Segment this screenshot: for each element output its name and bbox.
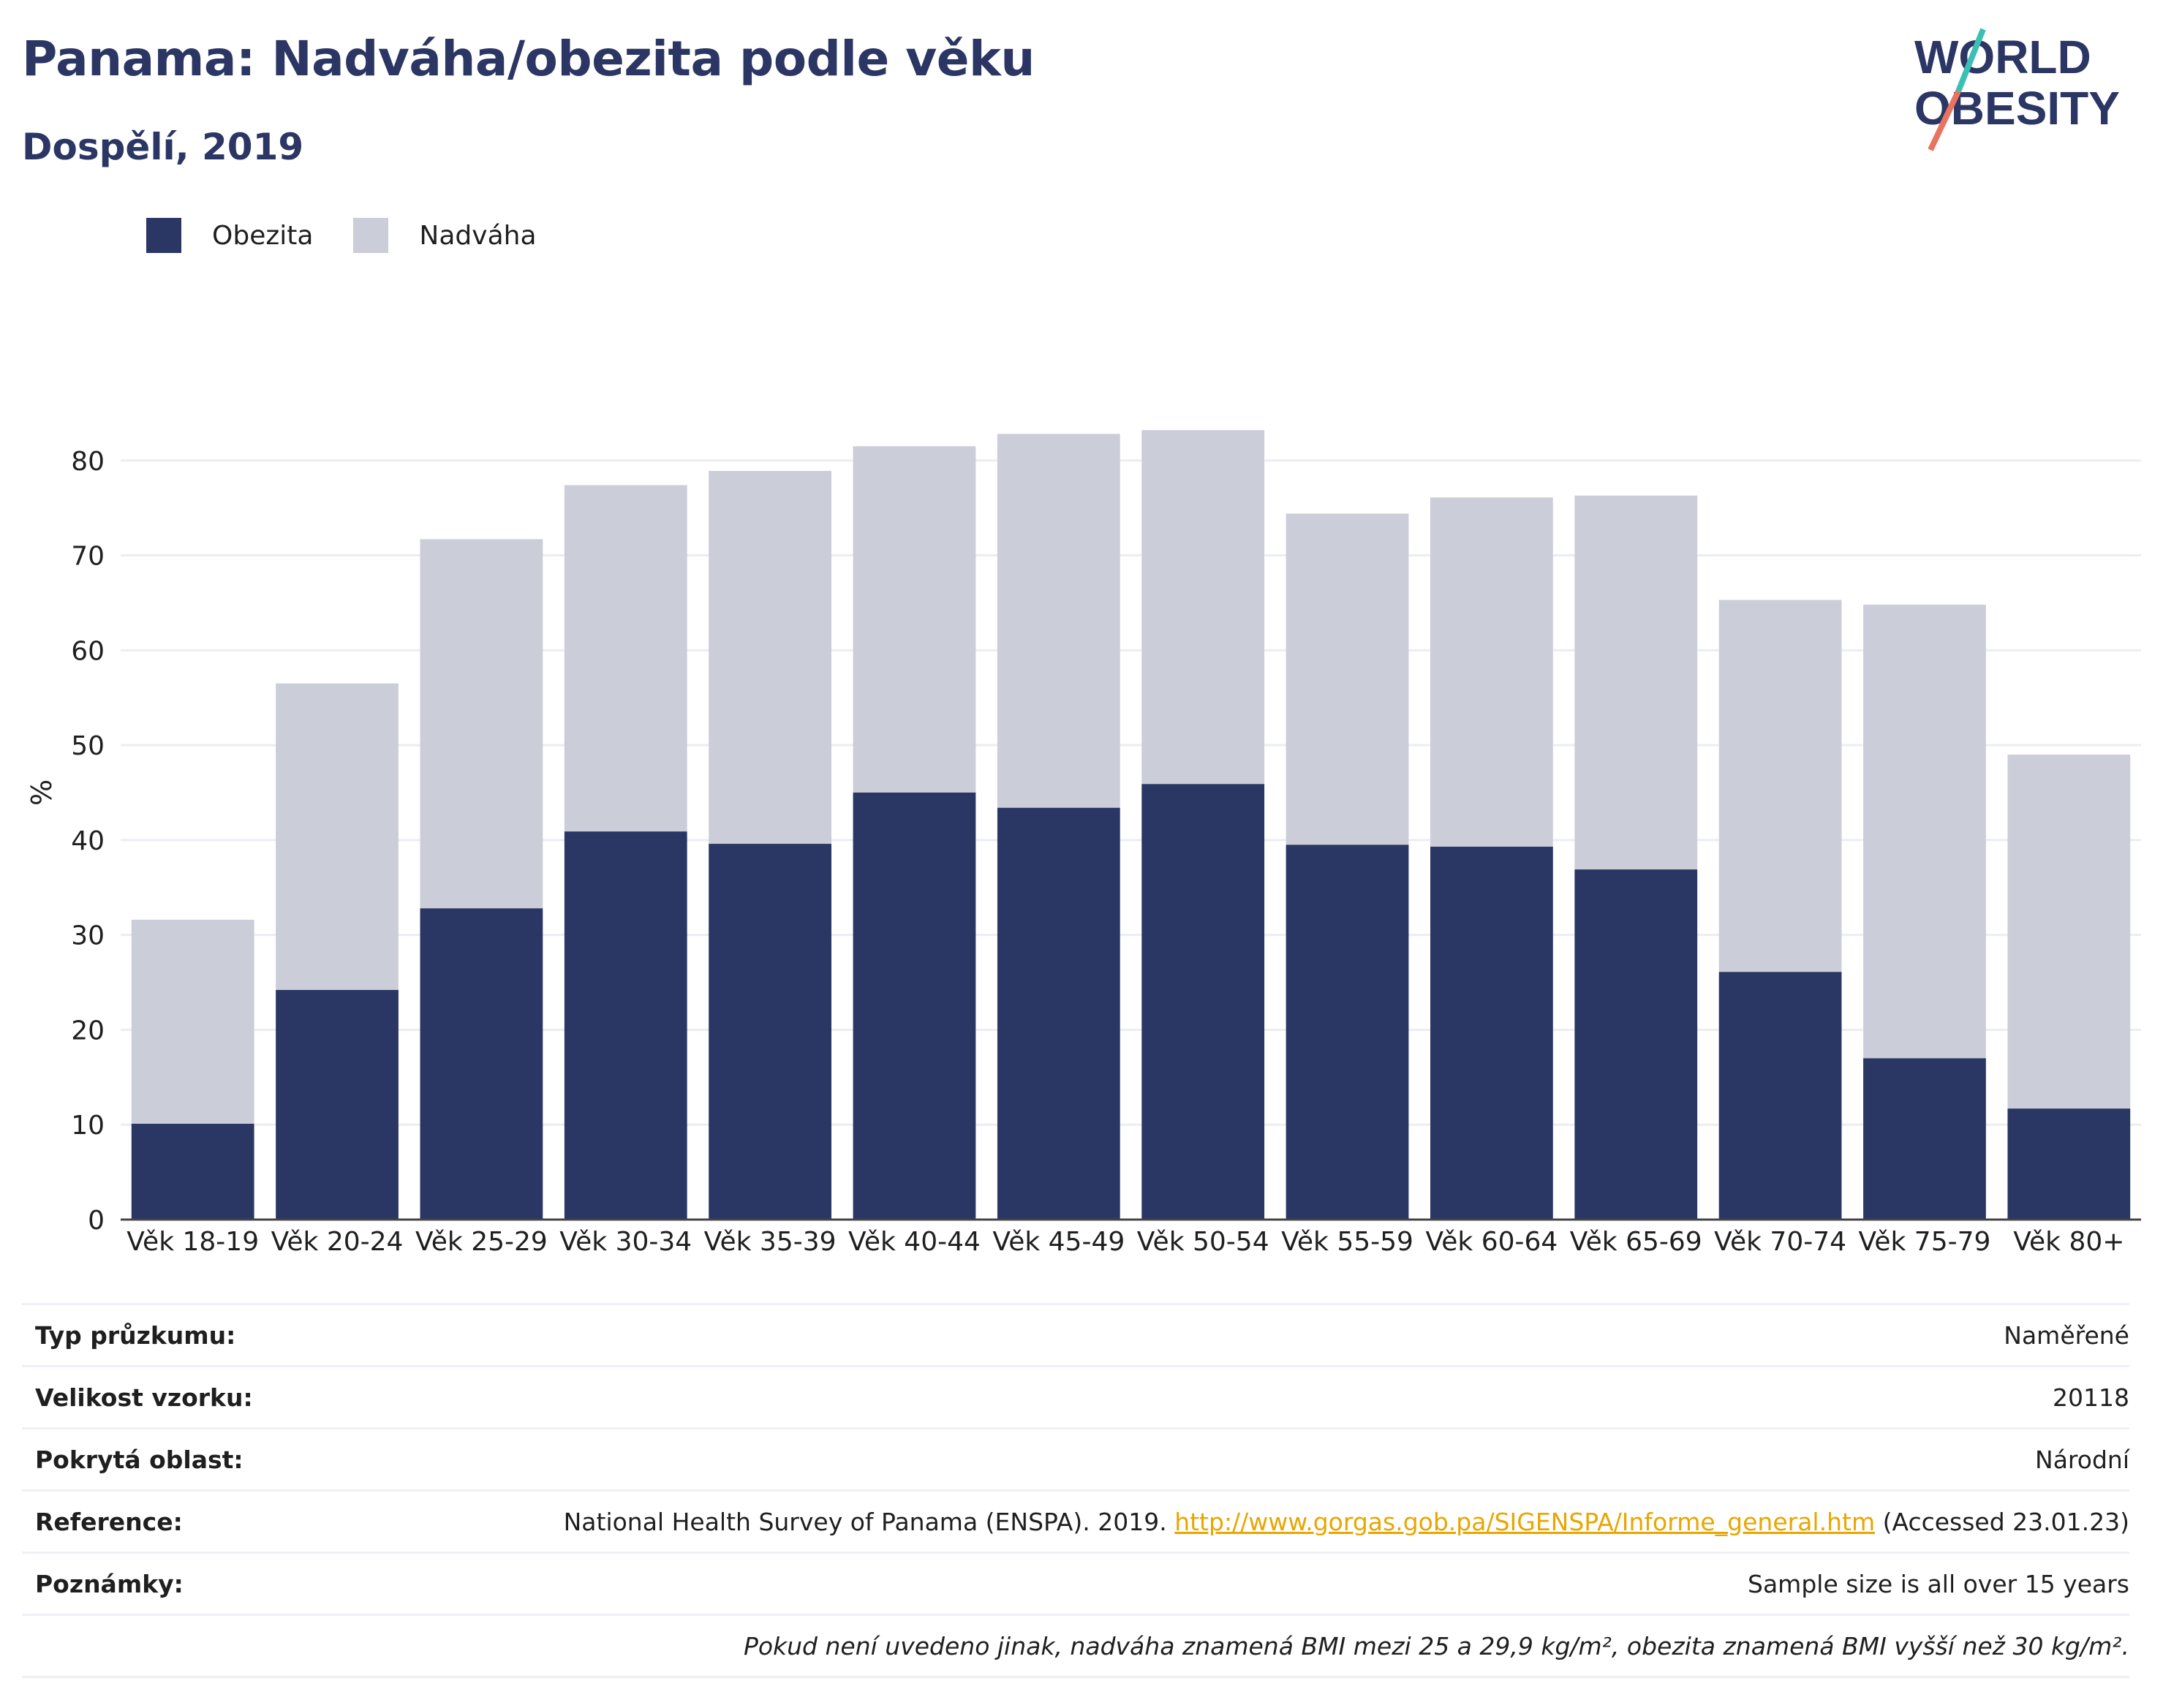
- bar-obesity: [1574, 869, 1698, 1220]
- info-row-reference: Reference: National Health Survey of Pan…: [22, 1489, 2129, 1552]
- y-tick-label: 80: [71, 447, 105, 477]
- chart-legend: Obezita Nadváha: [146, 218, 577, 253]
- y-axis-label: %: [26, 779, 58, 806]
- x-tick-label: Věk 20-24: [271, 1227, 404, 1257]
- bar-obesity: [131, 1123, 254, 1220]
- bar-obesity: [276, 989, 399, 1220]
- y-tick-label: 60: [71, 636, 105, 666]
- bar-overweight: [853, 446, 976, 793]
- reference-accessed: (Accessed 23.01.23): [1875, 1507, 2129, 1536]
- bar-overweight: [2007, 755, 2131, 1109]
- info-label: Typ průzkumu:: [35, 1320, 236, 1350]
- x-tick-label: Věk 45-49: [992, 1227, 1125, 1257]
- stacked-bar-chart: 0 10 20 30 40 50 60 70 80% Věk 18-19 Věk 20-24 Věk …: [26, 430, 2141, 1257]
- bar-overweight: [564, 485, 687, 832]
- bar-obesity: [2007, 1108, 2131, 1220]
- x-tick-label: Věk 80+: [2013, 1227, 2124, 1257]
- bar-obesity: [853, 793, 976, 1220]
- bar-overweight: [1718, 600, 1842, 972]
- bar-overweight: [1141, 430, 1265, 785]
- info-value: Sample size is all over 15 years: [1748, 1569, 2129, 1598]
- legend-item-overweight: Nadváha: [353, 218, 537, 253]
- y-tick-label: 20: [71, 1016, 105, 1046]
- legend-swatch-overweight: [353, 218, 389, 253]
- bar-overweight: [131, 919, 254, 1124]
- x-tick-label: Věk 55-59: [1281, 1227, 1413, 1257]
- bar-obesity: [1863, 1058, 1986, 1220]
- info-label: Reference:: [35, 1507, 183, 1536]
- y-tick-label: 70: [71, 542, 105, 572]
- info-row-coverage: Pokrytá oblast: Národní: [22, 1427, 2129, 1489]
- bar-obesity: [1430, 846, 1553, 1220]
- bar-obesity: [709, 844, 831, 1220]
- bar-obesity: [1718, 972, 1842, 1220]
- info-row-definition: Pokud není uvedeno jinak, nadváha znamen…: [22, 1614, 2129, 1678]
- bar-overweight: [1574, 495, 1698, 870]
- y-tick-label: 50: [71, 731, 105, 761]
- info-row-sample-size: Velikost vzorku: 20118: [22, 1365, 2129, 1427]
- legend-label-overweight: Nadváha: [419, 220, 537, 251]
- bar-obesity: [1141, 784, 1265, 1220]
- y-tick-label: 30: [71, 921, 105, 951]
- bar-overweight: [1286, 513, 1409, 845]
- info-value: Národní: [2035, 1445, 2129, 1474]
- legend-item-obesity: Obezita: [146, 218, 313, 253]
- legend-swatch-obesity: [146, 218, 181, 253]
- info-label: Pokrytá oblast:: [35, 1445, 244, 1474]
- bar-obesity: [420, 908, 543, 1220]
- reference-text: National Health Survey of Panama (ENSPA)…: [563, 1507, 1175, 1536]
- info-value: 20118: [2053, 1383, 2129, 1412]
- info-value-reference: National Health Survey of Panama (ENSPA)…: [564, 1508, 2129, 1536]
- x-tick-label: Věk 30-34: [559, 1227, 692, 1257]
- x-tick-label: Věk 25-29: [415, 1227, 548, 1257]
- x-tick-label: Věk 50-54: [1137, 1227, 1269, 1257]
- bar-overweight: [1863, 605, 1986, 1059]
- info-value: Naměřené: [2004, 1320, 2129, 1350]
- bar-overweight: [276, 683, 399, 990]
- info-row-survey-type: Typ průzkumu: Naměřené: [22, 1303, 2129, 1365]
- bar-obesity: [564, 831, 687, 1220]
- x-tick-label: Věk 18-19: [127, 1227, 259, 1257]
- chart-subtitle: Dospělí, 2019: [22, 126, 304, 168]
- x-tick-label: Věk 65-69: [1570, 1227, 1702, 1257]
- info-row-notes: Poznámky: Sample size is all over 15 yea…: [22, 1552, 2129, 1614]
- logo-line1: WORLD: [1914, 31, 2091, 83]
- survey-info-table: Typ průzkumu: Naměřené Velikost vzorku: …: [22, 1303, 2129, 1678]
- bar-obesity: [1286, 844, 1409, 1220]
- y-tick-label: 0: [88, 1206, 105, 1236]
- world-obesity-logo: WORLD OBESITY: [1914, 28, 2120, 151]
- bar-overweight: [420, 539, 543, 909]
- x-tick-label: Věk 60-64: [1425, 1227, 1558, 1257]
- reference-link[interactable]: http://www.gorgas.gob.pa/SIGENSPA/Inform…: [1174, 1507, 1876, 1536]
- x-tick-label: Věk 70-74: [1714, 1227, 1846, 1257]
- bar-overweight: [1430, 497, 1553, 847]
- bar-overweight: [709, 471, 831, 844]
- legend-label-obesity: Obezita: [212, 220, 314, 251]
- bar-obesity: [997, 807, 1120, 1220]
- logo-slash-coral: [1928, 90, 1961, 151]
- info-label: Velikost vzorku:: [35, 1383, 253, 1412]
- bmi-definition-note: Pokud není uvedeno jinak, nadváha znamen…: [743, 1631, 2129, 1660]
- bar-overweight: [997, 434, 1120, 808]
- y-tick-label: 40: [71, 826, 105, 856]
- chart-title: Panama: Nadváha/obezita podle věku: [22, 31, 1035, 87]
- x-tick-label: Věk 35-39: [704, 1227, 837, 1257]
- logo-line2: OBESITY: [1914, 82, 2120, 135]
- y-tick-label: 10: [71, 1111, 105, 1141]
- x-tick-label: Věk 40-44: [848, 1227, 981, 1257]
- logo-slash-teal: [1955, 28, 1986, 93]
- x-tick-label: Věk 75-79: [1859, 1227, 1991, 1257]
- info-label: Poznámky:: [35, 1569, 184, 1598]
